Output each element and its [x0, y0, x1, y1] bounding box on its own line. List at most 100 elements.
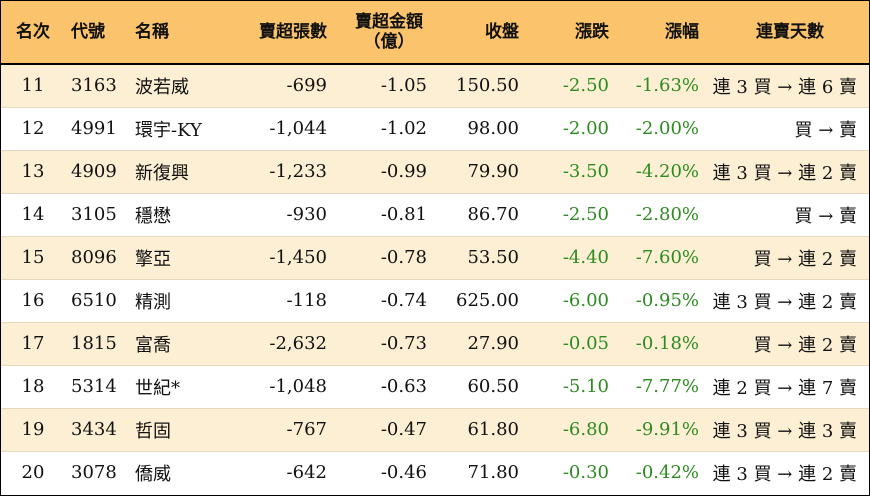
cell-name: 僑威: [135, 463, 171, 485]
header-rank: 名次: [1, 1, 65, 65]
cell-code: 5314: [65, 365, 129, 409]
cell-code: 3105: [65, 193, 129, 237]
cell-change: -6.00: [531, 279, 621, 323]
cell-net-sell-amount: -0.99: [339, 150, 439, 194]
table-row: 13 4909 新復興 -1,233 -0.99 79.90 -3.50 -4.…: [1, 150, 869, 194]
cell-code: 1815: [65, 322, 129, 366]
cell-change-pct: -4.20%: [621, 150, 711, 194]
cell-streak: 連 2 買 → 連 7 賣: [711, 365, 869, 409]
cell-change: -0.30: [562, 462, 609, 484]
cell-net-sell-amount: -0.73: [339, 322, 439, 366]
cell-name: 環宇-KY: [129, 107, 239, 151]
cell-rank: 13: [1, 150, 65, 194]
cell-net-sell-lots: -1,048: [239, 365, 339, 409]
cell-code: 3078: [71, 462, 117, 484]
cell-change: -0.05: [531, 322, 621, 366]
table-row: 11 3163 波若威 -699 -1.05 150.50 -2.50 -1.6…: [1, 64, 869, 108]
cell-net-sell-amount: -0.63: [339, 365, 439, 409]
cell-code: 4909: [65, 150, 129, 194]
header-name: 名稱: [129, 1, 239, 65]
cell-change-pct: -0.95%: [621, 279, 711, 323]
cell-name: 世紀*: [129, 365, 239, 409]
cell-net-sell-lots: -118: [239, 279, 339, 323]
cell-net-sell-amount: -1.02: [339, 107, 439, 151]
cell-net-sell-lots: -699: [239, 64, 339, 108]
cell-streak: 連 3 買 → 連 3 賣: [711, 408, 869, 452]
cell-close: 79.90: [439, 150, 531, 194]
header-net-sell-amount: 賣超金額 （億）: [339, 1, 439, 65]
cell-code: 4991: [65, 107, 129, 151]
cell-change: -2.00: [531, 107, 621, 151]
table-row: 16 6510 精測 -118 -0.74 625.00 -6.00 -0.95…: [1, 279, 869, 323]
header-net-sell-amount-unit: （億）: [363, 32, 415, 52]
cell-change: -3.50: [531, 150, 621, 194]
cell-streak: 連 3 買 → 連 2 賣: [711, 279, 869, 323]
cell-net-sell-amount: -0.74: [339, 279, 439, 323]
cell-change: -5.10: [531, 365, 621, 409]
cell-close: 27.90: [439, 322, 531, 366]
cell-rank: 20: [21, 462, 45, 484]
cell-code: 6510: [65, 279, 129, 323]
cell-close: 86.70: [439, 193, 531, 237]
cell-net-sell-lots: -767: [239, 408, 339, 452]
table-header-row: 名次 代號 名稱 賣超張數 賣超金額 （億） 收盤 漲跌 漲幅 連賣天數: [1, 1, 869, 65]
cell-rank: 18: [1, 365, 65, 409]
header-change: 漲跌: [531, 1, 621, 65]
cell-change-pct: -2.00%: [621, 107, 711, 151]
header-streak: 連賣天數: [711, 1, 869, 65]
table-row: 14 3105 穩懋 -930 -0.81 86.70 -2.50 -2.80%…: [1, 193, 869, 237]
cell-change-pct: -7.77%: [621, 365, 711, 409]
cell-close: 150.50: [439, 64, 531, 108]
cell-rank: 17: [1, 322, 65, 366]
cell-name: 哲固: [129, 408, 239, 452]
cell-close: 61.80: [439, 408, 531, 452]
cell-streak: 連 3 買 → 連 2 賣: [712, 463, 857, 485]
header-close: 收盤: [439, 1, 531, 65]
cell-net-sell-lots: -642: [286, 462, 327, 484]
cell-close: 625.00: [439, 279, 531, 323]
table-row: 20 3078 僑威 -642 -0.46 71.80 -0.30 -0.42%…: [1, 451, 869, 494]
cell-net-sell-lots: -1,044: [239, 107, 339, 151]
cell-net-sell-amount: -0.78: [339, 236, 439, 280]
cell-net-sell-lots: -2,632: [239, 322, 339, 366]
cell-code: 8096: [65, 236, 129, 280]
cell-name: 擎亞: [129, 236, 239, 280]
cell-change-pct: -1.63%: [621, 64, 711, 108]
cell-change-pct: -0.42%: [635, 462, 699, 484]
cell-streak: 連 3 買 → 連 2 賣: [711, 150, 869, 194]
cell-rank: 14: [1, 193, 65, 237]
cell-rank: 11: [1, 64, 65, 108]
table-row: 18 5314 世紀* -1,048 -0.63 60.50 -5.10 -7.…: [1, 365, 869, 409]
cell-change: -2.50: [531, 64, 621, 108]
cell-name: 波若威: [129, 64, 239, 108]
cell-code: 3163: [65, 64, 129, 108]
cell-streak: 買 → 賣: [711, 107, 869, 151]
cell-change-pct: -7.60%: [621, 236, 711, 280]
cell-streak: 買 → 連 2 賣: [711, 322, 869, 366]
cell-code: 3434: [65, 408, 129, 452]
table-row: 15 8096 擎亞 -1,450 -0.78 53.50 -4.40 -7.6…: [1, 236, 869, 280]
cell-net-sell-amount: -0.81: [339, 193, 439, 237]
cell-net-sell-lots: -1,450: [239, 236, 339, 280]
cell-change-pct: -9.91%: [621, 408, 711, 452]
header-net-sell-amount-label: 賣超金額: [355, 12, 423, 32]
cell-close: 98.00: [439, 107, 531, 151]
table-row: 17 1815 富喬 -2,632 -0.73 27.90 -0.05 -0.1…: [1, 322, 869, 366]
cell-name: 富喬: [129, 322, 239, 366]
cell-close: 53.50: [439, 236, 531, 280]
cell-rank: 19: [1, 408, 65, 452]
cell-change-pct: -2.80%: [621, 193, 711, 237]
cell-name: 穩懋: [129, 193, 239, 237]
cell-net-sell-amount: -1.05: [339, 64, 439, 108]
cell-streak: 連 3 買 → 連 6 賣: [711, 64, 869, 108]
cell-rank: 16: [1, 279, 65, 323]
table-row: 19 3434 哲固 -767 -0.47 61.80 -6.80 -9.91%…: [1, 408, 869, 452]
cell-close: 71.80: [467, 462, 519, 484]
cell-rank: 12: [1, 107, 65, 151]
header-net-sell-lots: 賣超張數: [239, 1, 339, 65]
cell-streak: 買 → 賣: [711, 193, 869, 237]
cell-net-sell-amount: -0.46: [380, 462, 427, 484]
cell-name: 精測: [129, 279, 239, 323]
cell-change: -4.40: [531, 236, 621, 280]
